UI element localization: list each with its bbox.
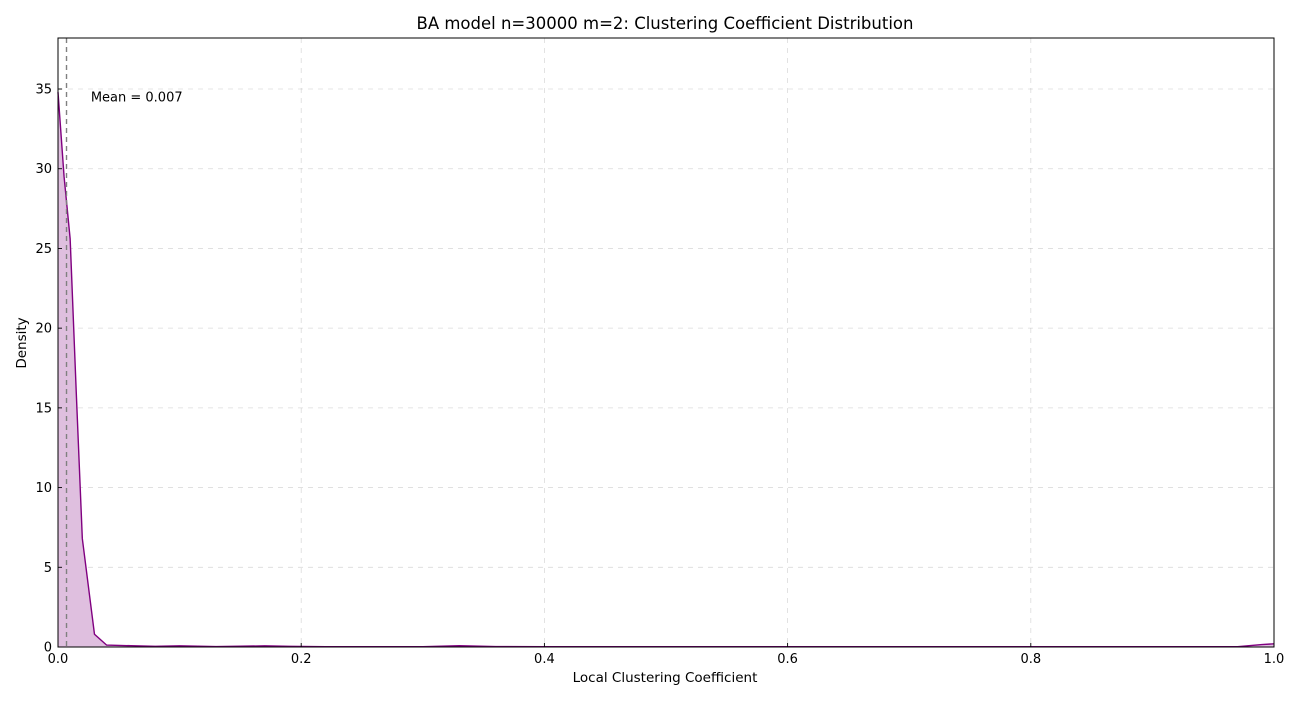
- density-area-layer: [58, 92, 1274, 647]
- y-tick-label: 0: [44, 641, 52, 656]
- y-tick-label: 30: [35, 162, 52, 177]
- y-tick-label: 25: [35, 242, 52, 257]
- x-tick-label: 0.8: [1020, 652, 1041, 667]
- density-fill-area: [58, 92, 1274, 647]
- y-tick-label: 15: [35, 401, 52, 416]
- density-line: [57, 92, 1275, 648]
- grid-layer: [58, 38, 1274, 647]
- y-tick-label: 5: [44, 561, 52, 576]
- y-tick-label: 10: [35, 481, 52, 496]
- plot-frame: [57, 37, 1275, 648]
- x-tick-label: 0.0: [48, 652, 69, 667]
- y-axis-label: Density: [14, 317, 30, 368]
- x-tick-label: 0.6: [777, 652, 798, 667]
- chart-title: BA model n=30000 m=2: Clustering Coeffic…: [417, 14, 914, 33]
- y-tick-label: 35: [35, 83, 52, 98]
- x-tick-label: 1.0: [1264, 652, 1285, 667]
- mean-annotation: Mean = 0.007: [91, 90, 183, 105]
- tick-layer: 0 5 10 15 20 25 30 35 0.0 0.2 0.4 0.6 0.8 1.0: [35, 83, 1284, 667]
- density-line-layer: [57, 92, 1275, 648]
- y-tick-label: 20: [35, 322, 52, 337]
- x-tick-label: 0.2: [291, 652, 312, 667]
- x-axis-label: Local Clustering Coefficient: [573, 670, 758, 686]
- x-tick-label: 0.4: [534, 652, 555, 667]
